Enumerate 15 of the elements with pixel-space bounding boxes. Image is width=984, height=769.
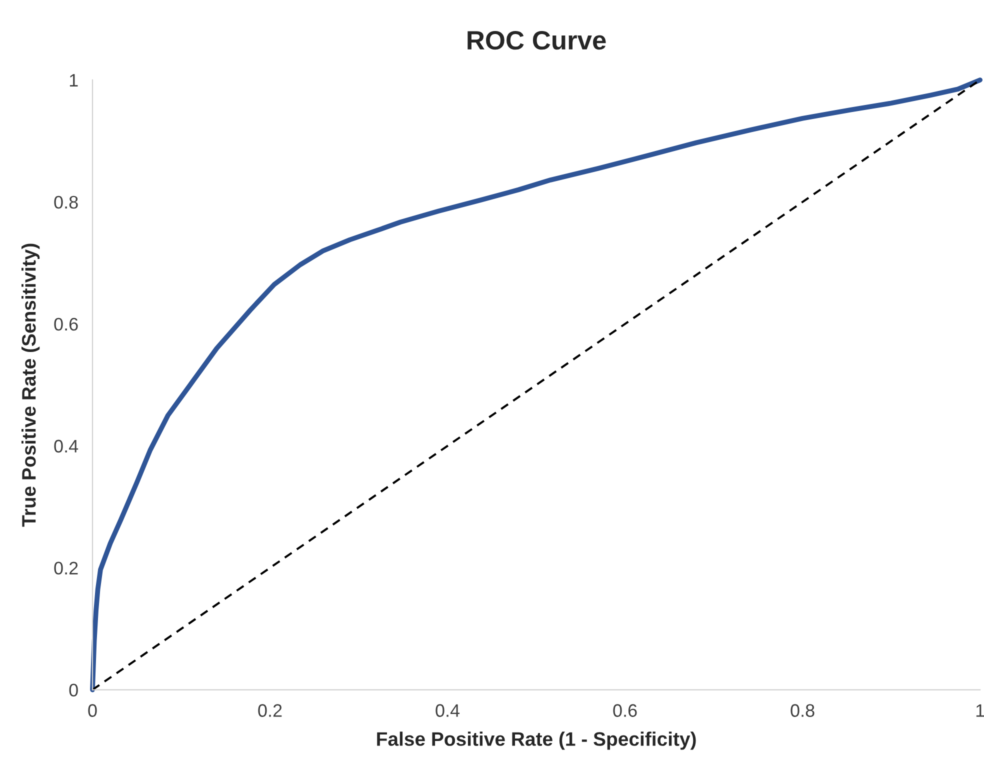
chart-title: ROC Curve: [468, 30, 606, 50]
x-tick-label: 0: [88, 704, 97, 717]
x-tick-label: 1: [976, 704, 984, 717]
y-tick-label: 0.8: [54, 196, 78, 209]
y-tick-label: 0.2: [54, 562, 78, 575]
x-tick-label: 0.8: [790, 704, 814, 717]
x-tick-label: 0.2: [258, 704, 282, 717]
x-axis-title: False Positive Rate (1 - Specificity): [377, 732, 696, 750]
x-tick-label: 0.4: [436, 704, 460, 717]
y-tick-label: 0.6: [54, 318, 78, 331]
y-tick-label: 0: [69, 684, 78, 697]
x-tick-label: 0.6: [613, 704, 637, 717]
y-tick-label: 1: [70, 74, 78, 87]
y-axis-title: True Positive Rate (Sensitivity): [21, 244, 40, 527]
y-tick-label: 0.4: [54, 440, 78, 453]
